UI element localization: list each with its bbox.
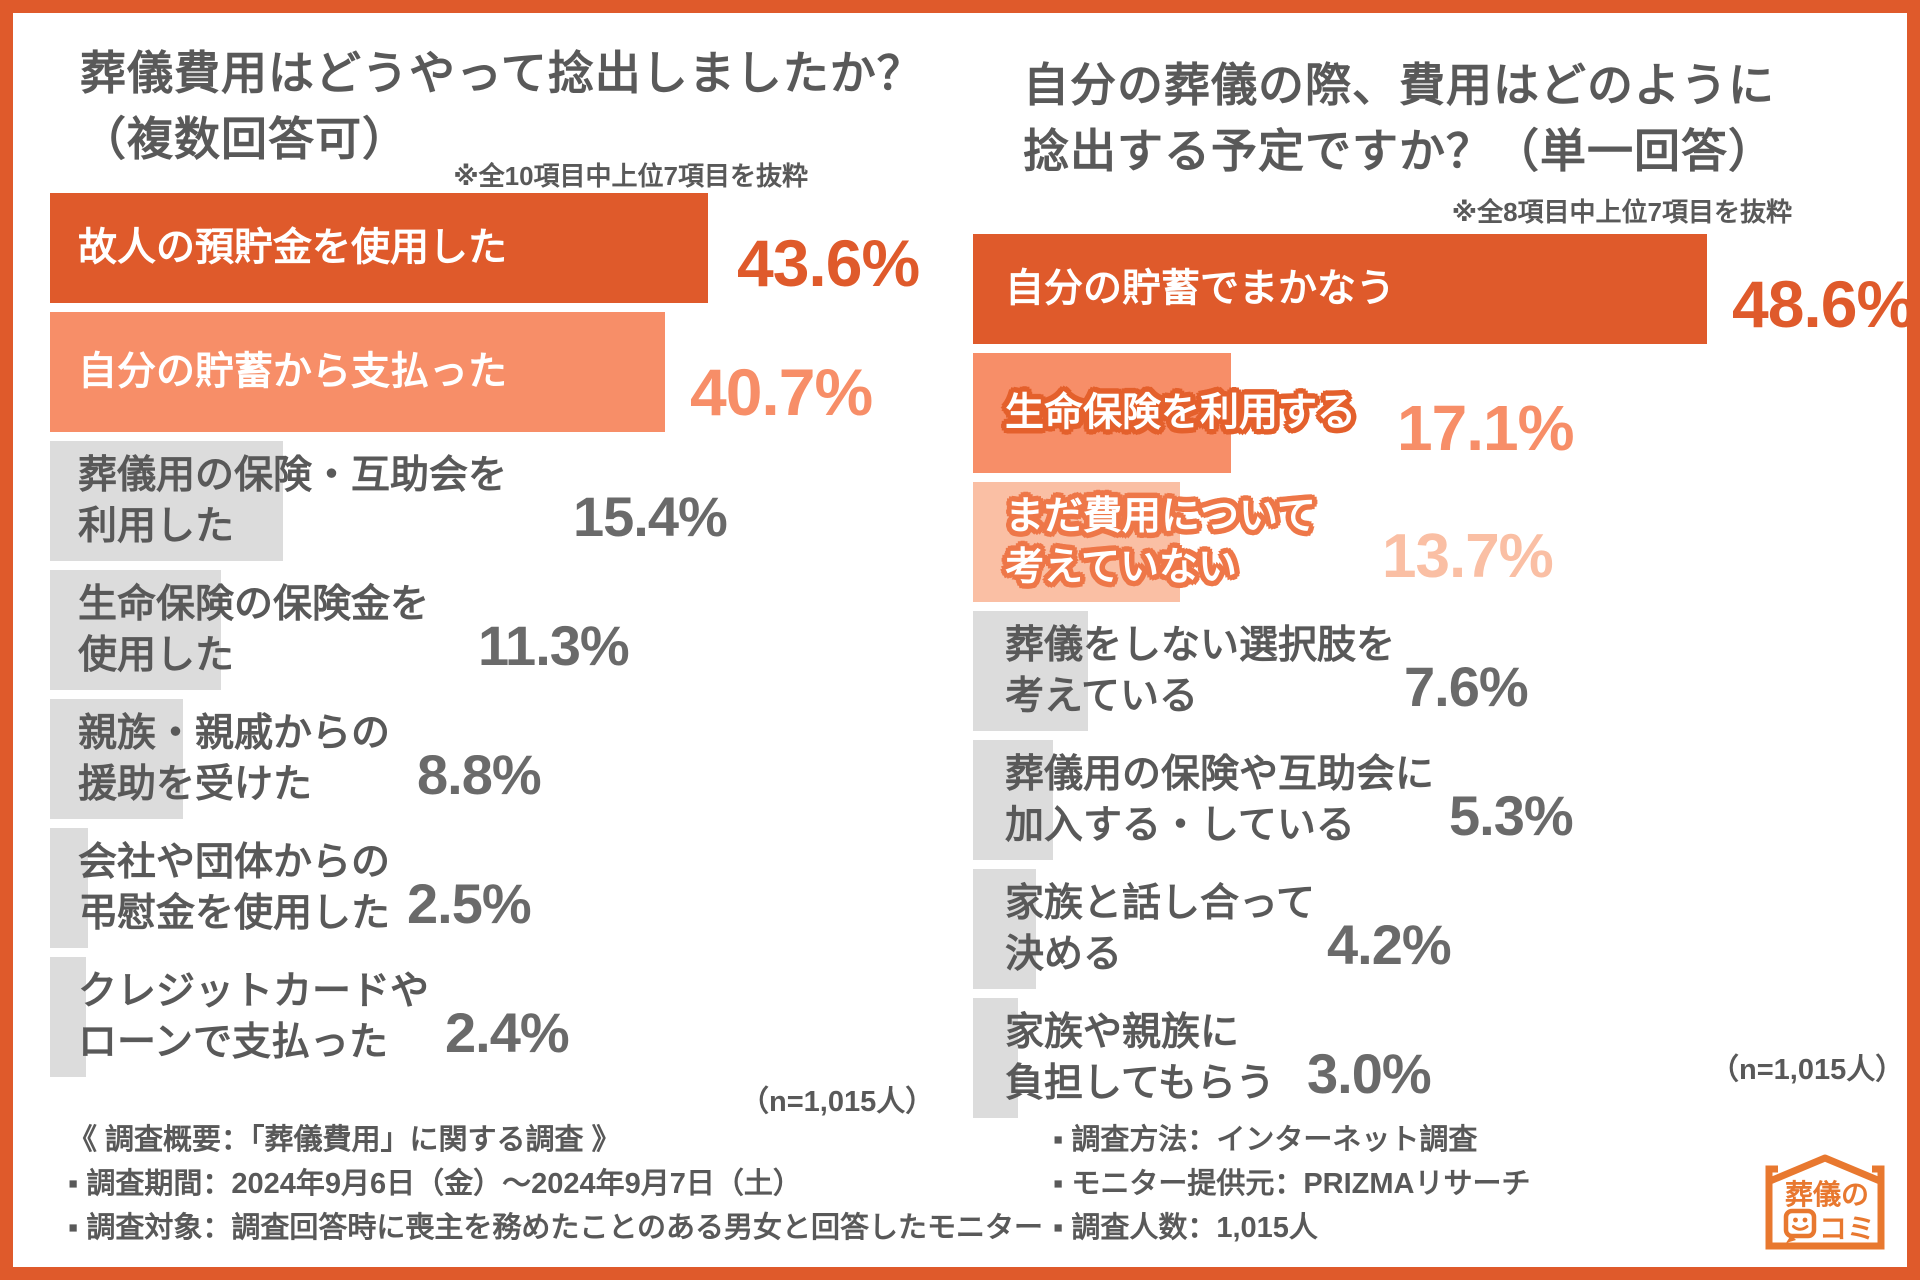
bar-label: 家族や親族に 負担してもらう (1005, 1011, 1275, 1105)
bar-label: 葬儀をしない選択肢を 考えている (1005, 624, 1396, 718)
bar (973, 740, 1053, 860)
bar-row: 家族と話し合って 決める 4.2% (973, 869, 1913, 989)
bar-label: クレジットカードや ローンで支払った (78, 970, 430, 1064)
svg-text:葬儀の: 葬儀の (1785, 1179, 1869, 1210)
bar-value: 43.6% (737, 226, 920, 300)
house-logo-icon: 葬儀の コミ (1765, 1154, 1885, 1250)
bar-row: 生命保険の保険金を 使用した 11.3% (50, 570, 930, 690)
survey-target: ▪ 調査対象：調査回答時に喪主を務めたことのある男女と回答したモニター (68, 1212, 1044, 1244)
bar (50, 193, 708, 303)
bar-value: 7.6% (1404, 655, 1529, 718)
bar-row: 生命保険を利用する 17.1% (973, 353, 1913, 473)
survey-period: ▪ 調査期間：2024年9月6日（金）〜2024年9月7日（土） (68, 1168, 802, 1200)
survey-method-block: ▪ 調査方法：インターネット調査 ▪ モニター提供元：PRIZMAリサーチ ▪ … (1053, 1118, 1531, 1250)
bar-value: 3.0% (1307, 1042, 1432, 1105)
bar (50, 957, 86, 1077)
right-sample-size: （n=1,015人） (1710, 1054, 1905, 1086)
bar-label: まだ費用について 考えていない (1005, 495, 1316, 589)
left-chart-bars: 故人の預貯金を使用した 43.6% 自分の貯蓄から支払った 40.7% 葬儀用の保険・互… (50, 193, 930, 1077)
left-chart-title-line2: （複数回答可） (80, 113, 409, 165)
bar-value: 4.2% (1327, 913, 1452, 976)
bar (973, 611, 1088, 731)
bar-value: 2.4% (445, 1001, 570, 1064)
bar-row: 自分の貯蓄でまかなう 48.6% (973, 234, 1915, 344)
survey-overview-block: 《 調査概要：「葬儀費用」に関する調査 》 ▪ 調査期間：2024年9月6日（金… (68, 1118, 1043, 1250)
bar-label: 生命保険の保険金を 使用した (78, 583, 430, 677)
bar-value: 2.5% (407, 872, 532, 935)
bar-row: 故人の預貯金を使用した 43.6% (50, 193, 930, 303)
bar-label: 故人の預貯金を使用した (78, 226, 508, 270)
bar (50, 441, 283, 561)
bar-label: 親族・親戚からの 援助を受けた (78, 712, 391, 806)
bar-row: 家族や親族に 負担してもらう 3.0% (973, 998, 1913, 1118)
right-chart-title-line1: 自分の葬儀の際、費用はどのように (1023, 59, 1775, 111)
bar-row: 自分の貯蓄から支払った 40.7% (50, 312, 930, 432)
bar-label: 会社や団体からの 弔慰金を使用した (78, 841, 391, 935)
bar (50, 312, 665, 432)
bar-value: 8.8% (417, 743, 542, 806)
bar-row: 会社や団体からの 弔慰金を使用した 2.5% (50, 828, 930, 948)
bar-value: 15.4% (573, 485, 728, 548)
svg-text:コミ: コミ (1819, 1213, 1875, 1244)
left-chart-title: 葬儀費用はどうやって捻出しましたか？ （複数回答可） (80, 40, 924, 172)
bar-value: 17.1% (1397, 392, 1574, 464)
bar-label: 生命保険を利用する (1005, 391, 1357, 435)
bar-value: 13.7% (1382, 522, 1554, 591)
survey-method: ▪ 調査方法：インターネット調査 (1053, 1124, 1478, 1156)
left-chart-title-line1: 葬儀費用はどうやって捻出しましたか？ (80, 47, 924, 99)
bar-label: 自分の貯蓄から支払った (78, 350, 508, 394)
bar-label: 葬儀用の保険・互助会を 利用した (78, 454, 508, 548)
right-chart-note: ※全8項目中上位7項目を抜粋 (1451, 197, 1792, 227)
bar-value: 40.7% (690, 355, 873, 429)
bar-value: 5.3% (1449, 784, 1574, 847)
left-sample-size: （n=1,015人） (740, 1086, 935, 1118)
bar (973, 353, 1231, 473)
bar-label: 自分の貯蓄でまかなう (1005, 267, 1396, 311)
right-chart-bars: 自分の貯蓄でまかなう 48.6% 生命保険を利用する 17.1% まだ費用について 考えて… (973, 234, 1915, 1118)
bar (973, 998, 1018, 1118)
bar (50, 570, 221, 690)
bar (973, 482, 1180, 602)
bar-label: 葬儀用の保険や互助会に 加入する・している (1005, 753, 1435, 847)
bar (973, 234, 1707, 344)
sougi-no-kuchikomi-logo: 葬儀の コミ (1765, 1153, 1885, 1250)
bar (50, 828, 88, 948)
bar-value: 48.6% (1732, 267, 1915, 341)
bar-label: 家族と話し合って 決める (1005, 882, 1316, 976)
bar-value: 11.3% (478, 614, 630, 677)
survey-monitor-provider: ▪ モニター提供元：PRIZMAリサーチ (1053, 1168, 1531, 1200)
survey-overview-title: 《 調査概要：「葬儀費用」に関する調査 》 (68, 1124, 621, 1156)
right-chart-title: 自分の葬儀の際、費用はどのように 捻出する予定ですか？（単一回答） (1023, 52, 1775, 184)
bar (973, 869, 1036, 989)
bar-row: まだ費用について 考えていない 13.7% (973, 482, 1913, 602)
bar-row: 葬儀用の保険や互助会に 加入する・している 5.3% (973, 740, 1913, 860)
bar (50, 699, 183, 819)
left-chart-note: ※全10項目中上位7項目を抜粋 (453, 161, 808, 191)
bar-row: 親族・親戚からの 援助を受けた 8.8% (50, 699, 930, 819)
bar-row: 葬儀用の保険・互助会を 利用した 15.4% (50, 441, 930, 561)
survey-respondents: ▪ 調査人数：1,015人 (1053, 1212, 1318, 1244)
right-chart-title-line2: 捻出する予定ですか？（単一回答） (1023, 125, 1775, 177)
bar-row: クレジットカードや ローンで支払った 2.4% (50, 957, 930, 1077)
bar-row: 葬儀をしない選択肢を 考えている 7.6% (973, 611, 1913, 731)
